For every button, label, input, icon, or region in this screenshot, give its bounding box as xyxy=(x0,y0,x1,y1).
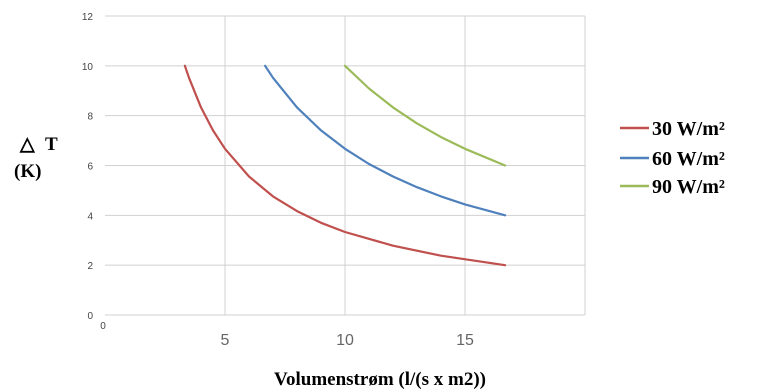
x-tick-0: 0 xyxy=(100,321,106,332)
y-tick-0: 0 xyxy=(87,311,93,322)
series-lines xyxy=(183,64,507,267)
y-axis-symbol: △ xyxy=(19,134,36,155)
series-line-1 xyxy=(264,64,507,217)
y-tick-10: 10 xyxy=(82,62,94,73)
legend-label-90: 90 W/m² xyxy=(652,176,725,198)
y-tick-4: 4 xyxy=(87,211,93,222)
x-tick-5: 5 xyxy=(221,332,230,349)
x-axis-label: Volumenstrøm (l/(s x m2)) xyxy=(274,369,486,390)
y-axis-unit: (K) xyxy=(14,161,41,182)
y-tick-6: 6 xyxy=(87,162,93,173)
legend-label-30: 30 W/m² xyxy=(652,118,725,140)
x-tick-10: 10 xyxy=(336,332,354,349)
y-tick-labels: 0 2 4 6 8 10 12 xyxy=(82,12,94,322)
series-line-0 xyxy=(183,64,507,267)
y-tick-8: 8 xyxy=(87,112,93,123)
legend: 30 W/m² 60 W/m² 90 W/m² xyxy=(620,118,725,198)
y-tick-2: 2 xyxy=(87,261,93,272)
x-tick-15: 15 xyxy=(456,332,474,349)
y-tick-12: 12 xyxy=(82,12,94,23)
legend-label-60: 60 W/m² xyxy=(652,148,725,170)
gridlines xyxy=(105,15,586,316)
series-line-2 xyxy=(343,64,507,167)
y-axis-label: T xyxy=(45,134,58,155)
x-tick-labels: 0 5 10 15 xyxy=(100,321,474,349)
